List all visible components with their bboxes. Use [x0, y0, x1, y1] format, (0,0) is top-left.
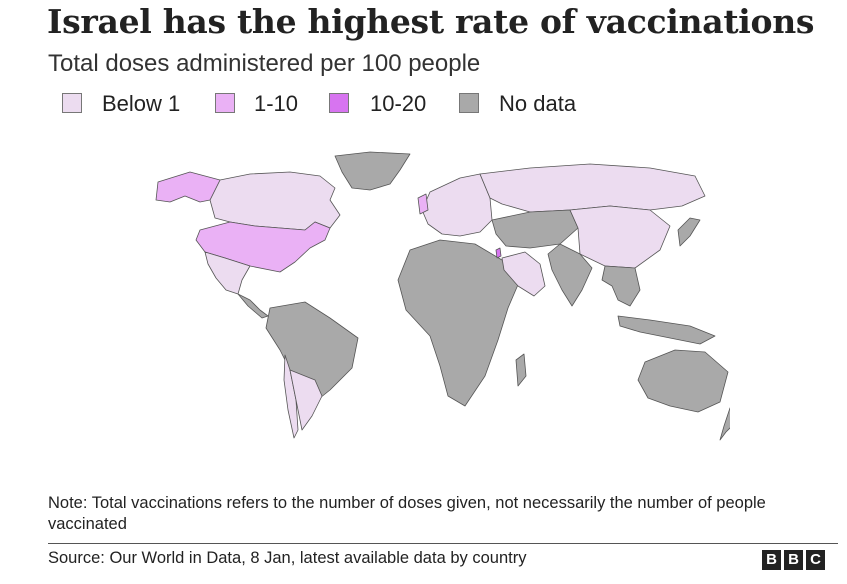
region-japan [677, 217, 701, 247]
chart-title: Israel has the highest rate of vaccinati… [47, 2, 815, 41]
region-indonesia [617, 315, 716, 345]
region-argentina [289, 369, 323, 431]
region-new-zealand [719, 407, 730, 441]
region-arabian-peninsula [501, 251, 546, 297]
legend-label-no-data: No data [499, 91, 577, 116]
region-central-asia [491, 209, 579, 249]
region-alaska [155, 171, 221, 203]
region-canada [209, 171, 341, 231]
region-israel [495, 247, 502, 259]
region-south-america [265, 301, 359, 403]
region-australia [637, 349, 729, 413]
chart-subtitle: Total doses administered per 100 people [48, 50, 481, 77]
bbc-logo-letter: B [784, 550, 803, 570]
legend-label-1-10: 1-10 [254, 91, 299, 116]
chart-source: Source: Our World in Data, 8 Jan, latest… [48, 549, 527, 567]
legend-swatch-1-10 [215, 93, 235, 113]
legend-label-10-20: 10-20 [370, 91, 427, 116]
region-russia [479, 163, 706, 213]
region-united-kingdom [417, 193, 429, 215]
region-china [569, 205, 671, 269]
legend-label-below-1: Below 1 [102, 91, 181, 116]
legend-swatch-10-20 [329, 93, 349, 113]
bbc-logo-letter: B [762, 550, 781, 570]
region-central-america [237, 293, 269, 319]
chart-note: Note: Total vaccinations refers to the n… [48, 494, 766, 533]
divider [48, 543, 838, 544]
legend-swatch-no-data [459, 93, 479, 113]
region-southeast-asia [601, 265, 641, 307]
world-map [155, 151, 730, 441]
region-europe [421, 173, 493, 237]
region-greenland [334, 151, 411, 191]
region-india [547, 243, 593, 307]
region-africa [397, 239, 521, 407]
bbc-logo-letter: C [806, 550, 825, 570]
region-madagascar [515, 353, 527, 387]
legend-swatch-below-1 [62, 93, 82, 113]
